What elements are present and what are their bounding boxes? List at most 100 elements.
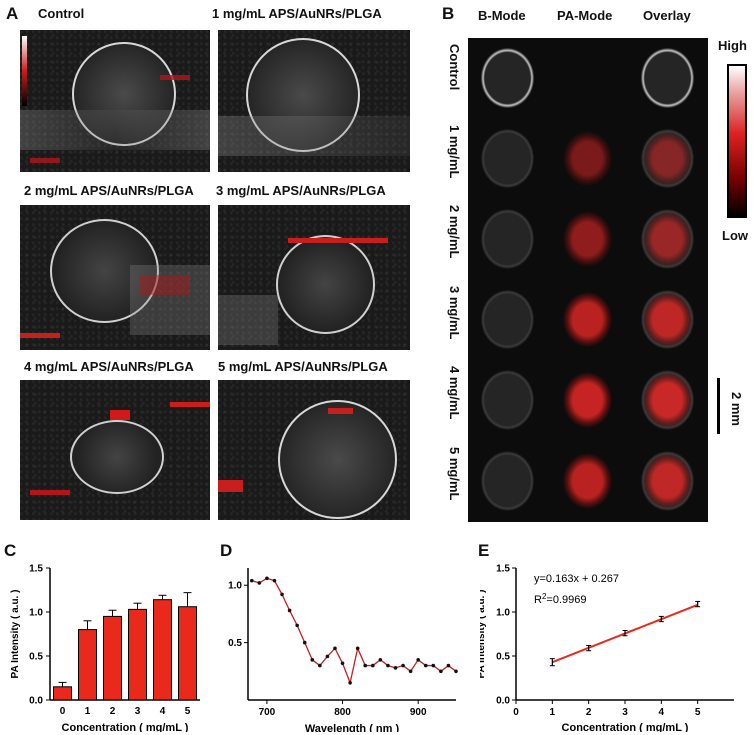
x-tick-label: 5	[185, 706, 191, 717]
bar	[153, 599, 172, 701]
pa-image-grid	[468, 38, 708, 522]
bar	[53, 686, 72, 701]
image-caption: 2 mg/mL APS/AuNRs/PLGA	[24, 183, 194, 198]
pa-tile-overlay	[628, 441, 707, 521]
y-tick-label: 0.5	[228, 638, 242, 649]
data-point	[257, 581, 262, 585]
y-tick-label: 1.0	[496, 608, 510, 619]
image-caption: Control	[38, 6, 85, 21]
row-label: 2 mg/mL	[447, 205, 462, 259]
x-tick-label: 3	[135, 706, 141, 717]
data-point	[310, 658, 315, 662]
r-squared-label: R2=0.9969	[534, 592, 586, 606]
pa-tile-bmode	[468, 279, 547, 360]
ultrasound-image-1mg	[218, 30, 410, 172]
data-point	[280, 592, 284, 597]
image-caption: 5 mg/mL APS/AuNRs/PLGA	[218, 359, 388, 374]
data-point	[386, 663, 390, 668]
x-axis-label: Concentration ( mg/mL )	[62, 722, 189, 732]
x-tick-label: 2	[586, 707, 592, 718]
y-tick-label: 0.0	[496, 696, 510, 707]
pa-tile-pamode	[548, 199, 627, 279]
row-label: 5 mg/mL	[447, 447, 462, 501]
data-point	[446, 663, 451, 668]
x-tick-label: 800	[334, 707, 351, 718]
bar	[78, 629, 97, 701]
data-point	[265, 576, 269, 581]
pa-tile-pamode	[548, 118, 627, 199]
pa-tile-pamode	[548, 279, 627, 360]
data-point	[439, 669, 443, 674]
panel-label-e: E	[478, 541, 490, 560]
pa-tile-pamode	[548, 38, 627, 118]
data-point	[371, 663, 375, 668]
data-point	[295, 623, 299, 628]
y-tick-label: 0.5	[496, 652, 510, 663]
colorbar-low-label: Low	[722, 228, 748, 243]
data-point	[318, 663, 322, 668]
y-tick-label: 0.0	[29, 696, 43, 707]
data-point	[272, 578, 277, 583]
pa-tile-pamode	[548, 360, 627, 440]
ultrasound-image-control	[20, 30, 210, 172]
pa-tile-overlay	[628, 279, 707, 360]
data-point	[416, 658, 420, 662]
data-point	[423, 663, 428, 668]
data-point	[393, 666, 398, 670]
pa-tile-bmode	[468, 441, 547, 521]
data-point	[408, 669, 413, 674]
data-point	[340, 661, 345, 666]
data-point	[302, 640, 307, 645]
ultrasound-image-5mg	[218, 380, 410, 520]
data-point	[249, 578, 254, 583]
x-tick-label: 0	[60, 706, 66, 717]
row-label: 3 mg/mL	[447, 285, 462, 340]
x-tick-label: 2	[110, 706, 116, 717]
panel-label-d: D	[220, 541, 233, 560]
data-point	[333, 646, 337, 651]
panel-label-a: A	[6, 4, 19, 23]
scale-bar	[717, 378, 720, 434]
x-tick-label: 0	[513, 707, 519, 718]
ultrasound-image-3mg	[218, 205, 410, 350]
row-label: 4 mg/mL	[447, 366, 462, 420]
ultrasound-image-4mg	[20, 380, 210, 520]
y-tick-label: 1.5	[496, 564, 510, 575]
data-point	[431, 663, 436, 668]
pa-tile-overlay	[628, 199, 707, 279]
pa-tile-bmode	[468, 199, 547, 279]
image-caption: 4 mg/mL APS/AuNRs/PLGA	[24, 359, 194, 374]
x-axis-label: Wavelength ( nm )	[305, 723, 400, 732]
scatter-chart-e: PA Intensity ( a.u. ) Concentration ( mg/…	[480, 564, 734, 732]
bar	[178, 606, 197, 701]
y-axis-label: PA Intensity ( a.u. )	[480, 590, 487, 679]
x-tick-label: 4	[160, 706, 166, 717]
fit-equation: y=0.163x + 0.267	[534, 573, 619, 585]
pa-tile-overlay	[628, 118, 707, 199]
data-point	[355, 646, 360, 651]
pa-tile-pamode	[548, 441, 627, 521]
y-tick-label: 0.5	[29, 652, 43, 663]
y-tick-label: 1.0	[29, 608, 43, 619]
bar	[103, 615, 122, 701]
column-header-b-mode: B-Mode	[478, 8, 526, 23]
column-header-pa-mode: PA-Mode	[557, 8, 613, 23]
pa-tile-overlay	[628, 360, 707, 440]
data-point	[454, 669, 458, 674]
x-tick-label: 4	[659, 707, 665, 718]
x-tick-label: 900	[410, 707, 427, 718]
data-point	[363, 663, 368, 668]
data-point	[378, 658, 383, 662]
data-point	[287, 608, 292, 613]
x-tick-label: 1	[85, 706, 91, 717]
panel-label-b: B	[442, 4, 455, 23]
row-label: 1 mg/mL	[447, 124, 462, 179]
x-tick-label: 5	[695, 707, 701, 718]
x-tick-label: 1	[550, 707, 556, 718]
column-header-overlay: Overlay	[643, 8, 691, 23]
x-tick-label: 3	[622, 707, 628, 718]
colorbar	[727, 64, 747, 218]
bar-chart-c: PA Intensity ( a.u. ) Concentration ( mg/…	[10, 564, 200, 732]
bar	[128, 608, 147, 701]
pa-tile-bmode	[468, 360, 547, 440]
